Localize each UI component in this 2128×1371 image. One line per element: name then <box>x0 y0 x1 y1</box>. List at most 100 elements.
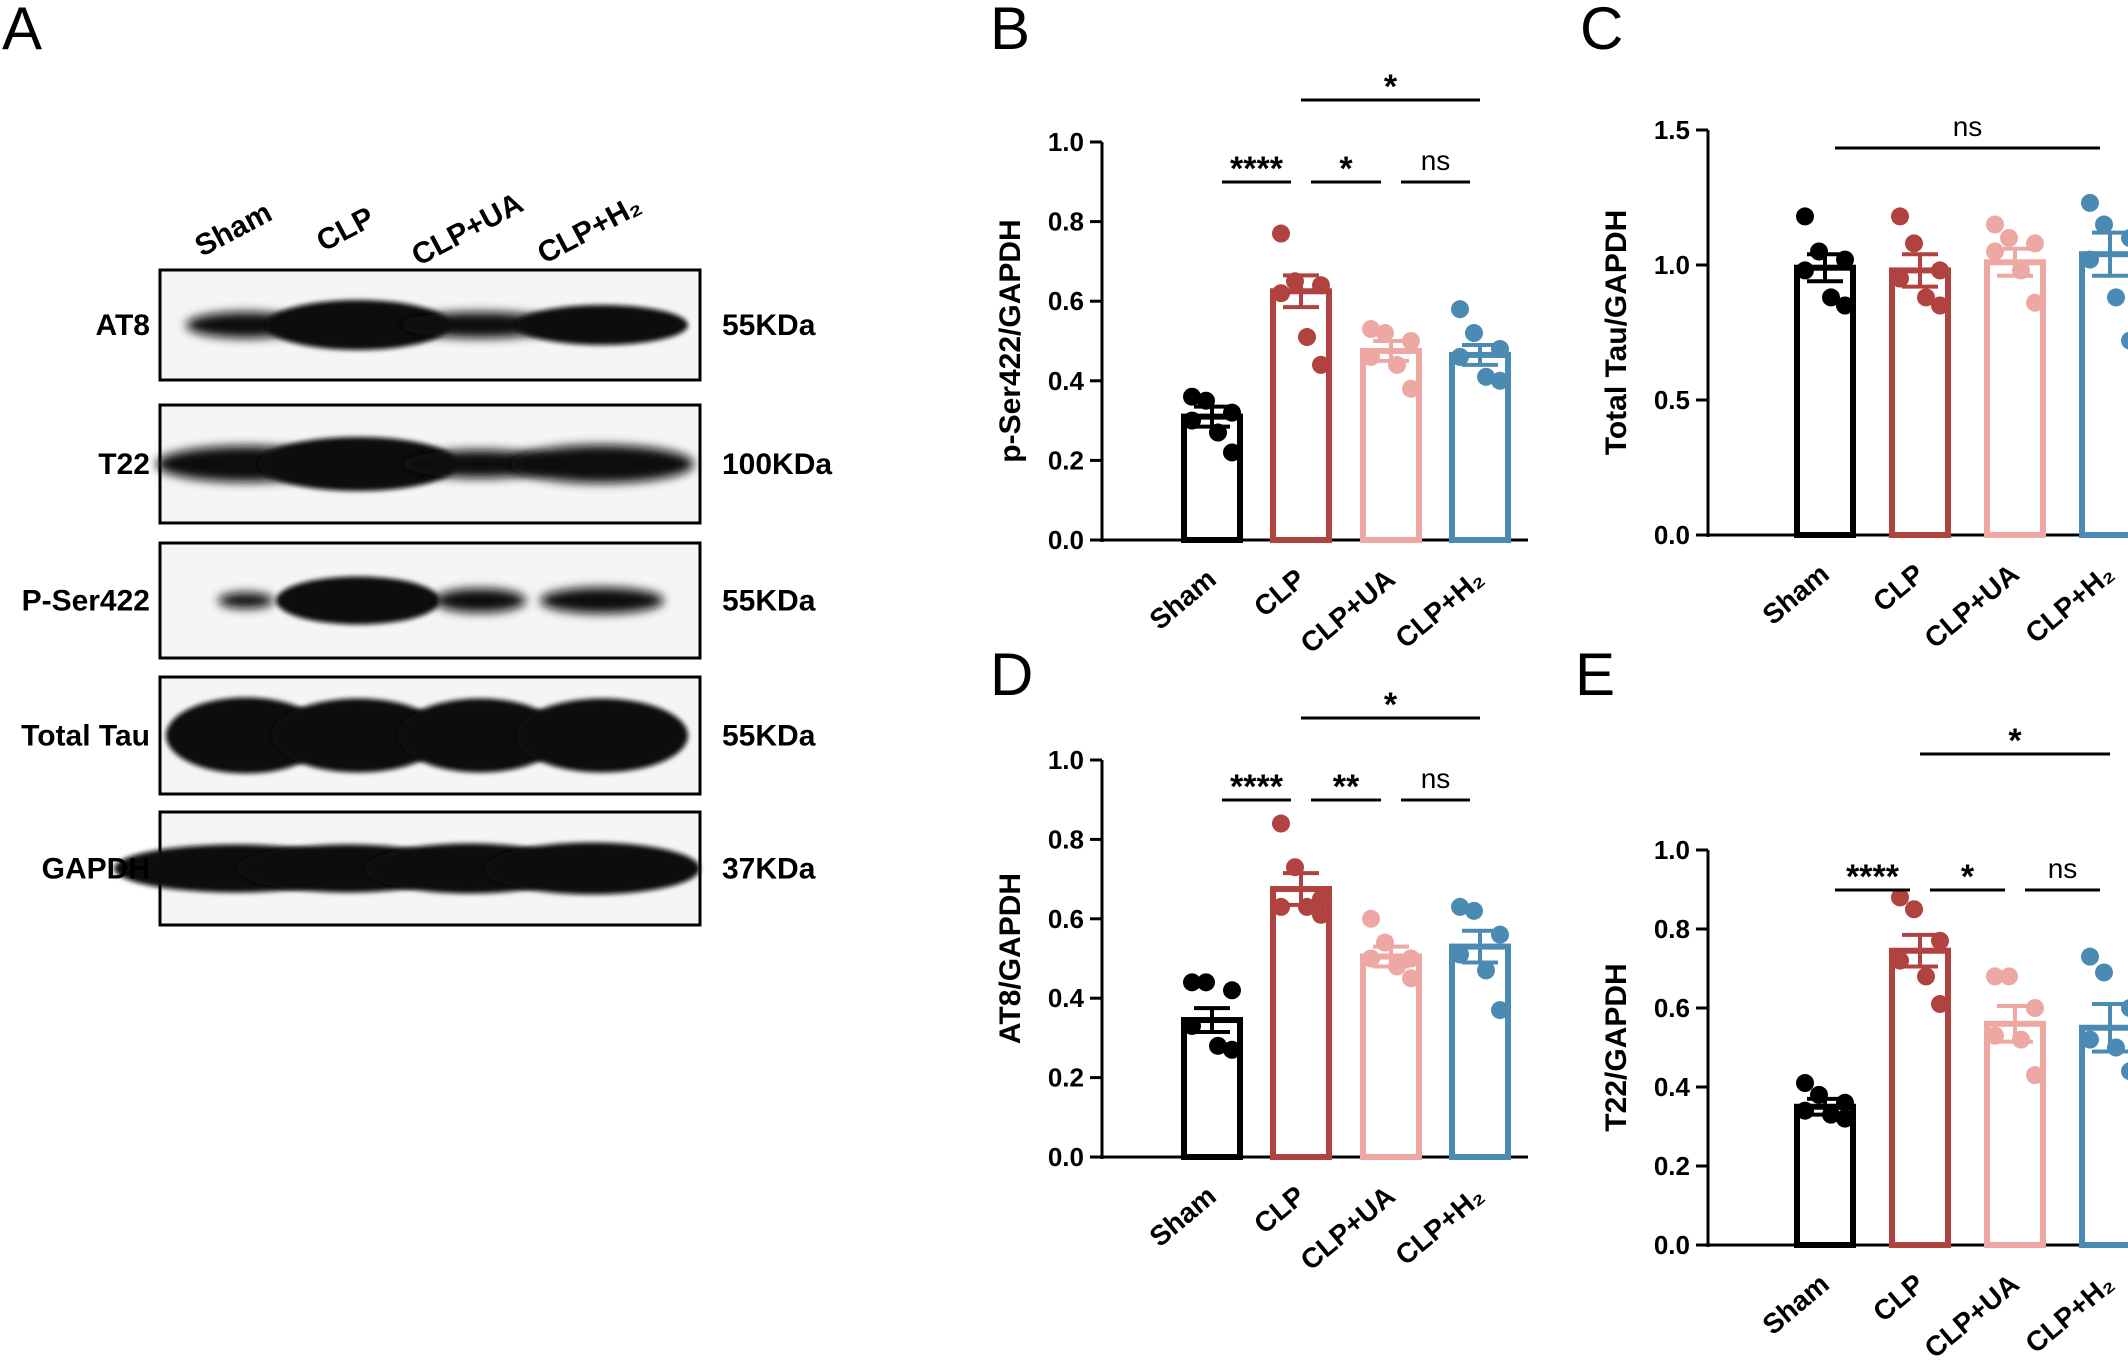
data-point <box>1891 269 1909 288</box>
x-tick-label: CLP <box>1248 563 1311 623</box>
bar <box>1889 267 1951 538</box>
blot-band <box>510 445 694 483</box>
data-point <box>2121 331 2128 350</box>
data-point <box>2000 229 2018 247</box>
y-tick-label: 0.0 <box>1654 520 1690 550</box>
blot-band <box>258 437 458 491</box>
x-tick-label: CLP+H₂ <box>2019 1268 2119 1359</box>
data-point <box>1183 1016 1201 1035</box>
data-point <box>1223 981 1241 1000</box>
significance-label: ** <box>1333 768 1360 806</box>
blot-row-label: GAPDH <box>42 853 150 886</box>
data-point <box>1362 949 1380 968</box>
data-point <box>2026 999 2044 1017</box>
panel-label-e: E <box>1575 641 1616 708</box>
blot-band <box>266 300 450 350</box>
bar <box>1270 886 1332 1160</box>
significance-label: **** <box>1230 768 1284 806</box>
blot-row-label: P-Ser422 <box>22 585 150 618</box>
blot-mw-label: 100KDa <box>722 448 832 481</box>
y-axis-label: p-Ser422/GAPDH <box>994 219 1027 462</box>
blot-row-label: AT8 <box>96 309 150 342</box>
blot-band <box>218 592 274 609</box>
data-point <box>2121 229 2128 247</box>
y-axis-label: T22/GAPDH <box>1600 963 1633 1131</box>
y-tick-label: 0.0 <box>1048 525 1084 555</box>
chart-t22: 0.0 0.2 0.4 0.6 0.8 1.0 T22/GAPDH Sham CLPCLP+UA… <box>1600 722 2128 1364</box>
data-point <box>1931 296 1949 315</box>
data-point <box>1491 371 1509 390</box>
blot-lane-label: CLP+H₂ <box>532 189 647 271</box>
data-point <box>1197 973 1215 992</box>
data-point <box>1286 858 1304 877</box>
significance-label: ns <box>1421 145 1451 176</box>
blot-row-label: Total Tau <box>21 720 150 753</box>
blot-lane-label: CLP <box>311 201 379 258</box>
data-point <box>1272 224 1290 243</box>
y-tick-label: 0.2 <box>1654 1151 1690 1181</box>
blot-band <box>516 305 688 345</box>
data-point <box>1451 945 1469 964</box>
data-point <box>1796 1101 1814 1120</box>
blot-band <box>276 576 440 625</box>
panel-label-a: A <box>2 0 43 62</box>
y-tick-label: 0.2 <box>1048 1063 1084 1093</box>
x-tick-label: CLP+UA <box>1295 563 1401 659</box>
x-tick-label: CLP+H₂ <box>1389 1180 1489 1271</box>
data-point <box>1388 355 1406 374</box>
data-point <box>2081 947 2099 966</box>
x-tick-label: CLP+UA <box>1919 1268 2025 1364</box>
data-point <box>1376 933 1394 952</box>
data-point <box>1286 272 1304 291</box>
significance-label: ns <box>2048 853 2078 884</box>
y-tick-label: 1.0 <box>1654 835 1690 865</box>
data-point <box>1822 288 1840 307</box>
data-point <box>1477 961 1495 980</box>
data-point <box>1209 1036 1227 1055</box>
data-point <box>1402 969 1420 988</box>
data-point <box>2000 967 2018 986</box>
data-point <box>1451 347 1469 366</box>
data-point <box>2081 1030 2099 1049</box>
y-tick-label: 0.4 <box>1048 983 1085 1013</box>
data-point <box>1810 242 1828 261</box>
significance-label: * <box>1339 150 1353 188</box>
blot-mw-label: 55KDa <box>722 309 816 342</box>
data-point <box>1362 347 1380 366</box>
x-tick-label: CLP+H₂ <box>2019 558 2119 649</box>
data-point <box>1836 250 1854 269</box>
data-point <box>2081 193 2099 212</box>
data-point <box>1272 897 1290 916</box>
data-point <box>1223 1040 1241 1059</box>
y-tick-label: 0.5 <box>1654 385 1690 415</box>
chart-total-tau: 0.0 0.5 1.0 1.5 Total Tau/GAPDH Sham CLPCLP+UA… <box>1600 111 2128 654</box>
data-point <box>1905 900 1923 919</box>
data-point <box>1451 300 1469 319</box>
y-tick-label: 0.8 <box>1048 207 1084 237</box>
bar <box>1449 943 1511 1160</box>
data-point <box>1272 284 1290 303</box>
blot-mw-label: 55KDa <box>722 585 816 618</box>
data-point <box>2121 1062 2128 1080</box>
panel-label-c: C <box>1580 0 1624 62</box>
x-tick-label: CLP+H₂ <box>1389 563 1489 654</box>
x-tick-label: CLP <box>1867 1268 1930 1328</box>
data-point <box>1986 1026 2004 1045</box>
data-point <box>2121 999 2128 1017</box>
significance-label: **** <box>1846 858 1900 896</box>
data-point <box>2026 1066 2044 1085</box>
data-point <box>1312 276 1330 295</box>
blot-band <box>484 842 700 895</box>
y-tick-label: 0.8 <box>1048 824 1084 854</box>
bar <box>2079 1024 2128 1248</box>
significance-label: **** <box>1230 150 1284 188</box>
y-tick-label: 1.0 <box>1048 745 1084 775</box>
data-point <box>1477 367 1495 386</box>
data-point <box>1465 324 1483 343</box>
data-point <box>1223 443 1241 462</box>
blot-band <box>540 587 664 614</box>
data-point <box>2081 250 2099 269</box>
data-point <box>1796 207 1814 226</box>
bar <box>1270 288 1332 543</box>
